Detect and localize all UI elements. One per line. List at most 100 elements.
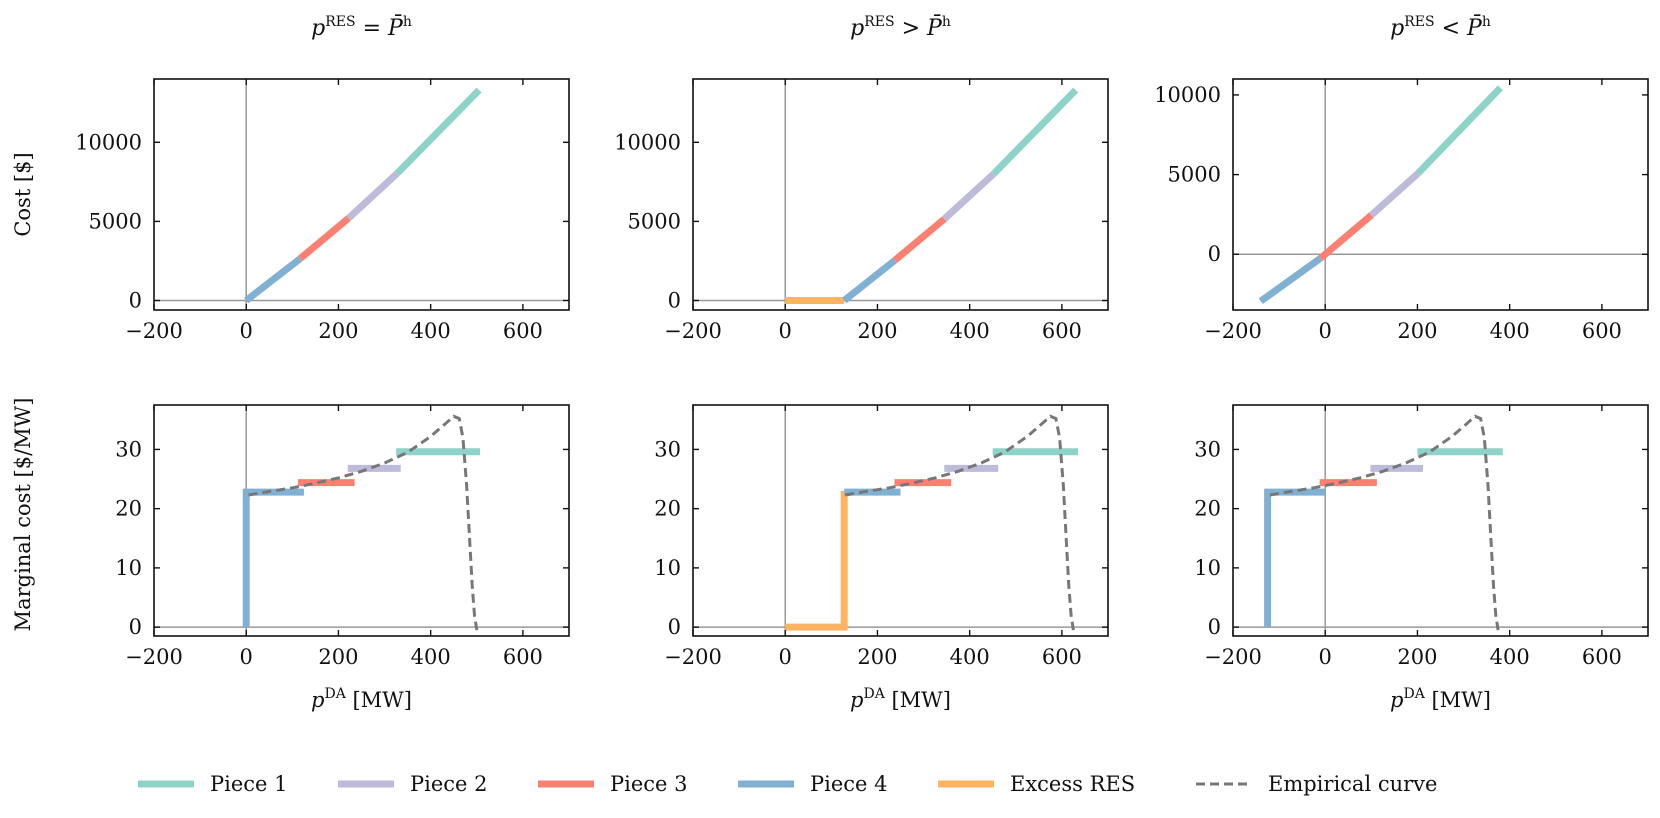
series-piece2 <box>941 171 996 222</box>
legend-label: Piece 4 <box>810 772 888 796</box>
legend-label: Piece 1 <box>210 772 288 796</box>
x-tick-label: 600 <box>503 319 543 343</box>
series-piece3 <box>892 216 947 263</box>
legend-item-piece1: Piece 1 <box>138 772 288 796</box>
y-tick-label: 10 <box>1194 556 1221 580</box>
y-tick-label: 30 <box>115 437 142 461</box>
x-tick-label: −200 <box>1204 645 1262 669</box>
legend-label: Empirical curve <box>1268 772 1437 796</box>
x-tick-label: −200 <box>125 645 183 669</box>
legend-item-piece4: Piece 4 <box>738 772 888 796</box>
series-piece4 <box>1258 255 1323 305</box>
series-piece3 <box>1318 212 1374 261</box>
x-tick-label: 400 <box>411 319 451 343</box>
x-axis-label: pDA [MW] <box>1390 686 1491 712</box>
legend-label: Piece 2 <box>410 772 488 796</box>
legend-item-empirical: Empirical curve <box>1196 772 1437 796</box>
y-tick-label: 10000 <box>614 130 681 154</box>
series-empirical <box>844 414 1075 631</box>
x-tick-label: 0 <box>1319 319 1332 343</box>
x-tick-label: 600 <box>1042 645 1082 669</box>
x-tick-label: 200 <box>857 645 897 669</box>
x-tick-label: 200 <box>857 319 897 343</box>
y-tick-label: 10 <box>115 556 142 580</box>
panel-frame <box>1232 404 1649 637</box>
x-tick-label: 400 <box>1490 645 1530 669</box>
x-tick-label: 0 <box>240 319 253 343</box>
panel-cost-lt: −200 0 200 400 600 0 5000 10000 <box>1154 78 1649 343</box>
y-tick-label: 5000 <box>1168 163 1221 187</box>
y-tick-label: 20 <box>654 497 681 521</box>
panel-cost-eq: −200 0 200 400 600 0 5000 10000 <box>75 78 570 343</box>
y-tick-label: 20 <box>1194 497 1221 521</box>
x-tick-label: −200 <box>125 319 183 343</box>
series-piece2 <box>346 170 400 221</box>
x-tick-label: 600 <box>1582 645 1622 669</box>
x-tick-label: 200 <box>1397 645 1437 669</box>
column-title-1: pRES = P̄h <box>311 14 412 41</box>
y-tick-label: 20 <box>115 497 142 521</box>
x-tick-label: −200 <box>664 319 722 343</box>
x-tick-label: 200 <box>318 319 358 343</box>
y-tick-label: 5000 <box>628 209 681 233</box>
series-piece1 <box>395 87 482 176</box>
ylabel-row-1: Cost [$] <box>11 152 35 236</box>
y-tick-label: 10000 <box>1154 83 1221 107</box>
panel-frame <box>692 404 1109 637</box>
x-tick-label: 0 <box>1319 645 1332 669</box>
ylabel-row-2: Marginal cost [$/MW] <box>11 398 35 632</box>
series-piece4 <box>244 255 303 304</box>
legend-item-piece2: Piece 2 <box>338 772 488 796</box>
series-excess <box>785 490 848 631</box>
x-tick-label: 400 <box>411 645 451 669</box>
x-tick-label: −200 <box>1204 319 1262 343</box>
panel-cost-gt: −200 0 200 400 600 0 5000 10000 <box>614 78 1109 343</box>
y-tick-label: 0 <box>668 289 681 313</box>
legend-item-excess: Excess RES <box>938 772 1135 796</box>
series-piece4 <box>1264 488 1326 628</box>
y-tick-label: 0 <box>1208 242 1221 266</box>
column-title-2: pRES > P̄h <box>850 14 951 41</box>
y-tick-label: 0 <box>129 615 142 639</box>
panel-frame <box>692 78 1109 311</box>
series-piece2 <box>1368 170 1421 218</box>
x-tick-label: 600 <box>1582 319 1622 343</box>
panel-mc-eq: −200 0 200 400 600 0 10 20 30 pDA [MW] <box>115 404 570 712</box>
column-title-3: pRES < P̄h <box>1390 14 1491 41</box>
panel-mc-lt: −200 0 200 400 600 0 10 20 30 pDA [MW] <box>1194 404 1649 712</box>
legend: Piece 1 Piece 2 Piece 3 Piece 4 Excess RES Em… <box>138 772 1437 796</box>
series-piece1 <box>1415 85 1503 176</box>
panel-frame <box>153 78 570 311</box>
x-tick-label: 200 <box>318 645 358 669</box>
x-tick-label: 400 <box>1490 319 1530 343</box>
panel-frame <box>1232 78 1649 311</box>
series-empirical <box>1269 414 1500 631</box>
x-axis-label: pDA [MW] <box>850 686 951 712</box>
x-tick-label: 0 <box>779 319 792 343</box>
x-tick-label: 200 <box>1397 319 1437 343</box>
x-axis-label: pDA [MW] <box>311 686 412 712</box>
series-empirical <box>248 414 479 631</box>
legend-label: Piece 3 <box>610 772 688 796</box>
x-tick-label: 400 <box>950 319 990 343</box>
y-tick-label: 30 <box>654 437 681 461</box>
x-tick-label: 600 <box>503 645 543 669</box>
y-tick-label: 0 <box>129 289 142 313</box>
y-tick-label: 10 <box>654 556 681 580</box>
row-ylabels: Cost [$] Marginal cost [$/MW] <box>11 152 35 631</box>
series-piece3 <box>297 215 351 262</box>
y-tick-label: 10000 <box>75 130 142 154</box>
legend-item-piece3: Piece 3 <box>538 772 688 796</box>
y-tick-label: 30 <box>1194 437 1221 461</box>
series-piece4 <box>242 488 304 628</box>
y-tick-label: 5000 <box>89 209 142 233</box>
x-tick-label: 600 <box>1042 319 1082 343</box>
y-tick-label: 0 <box>668 615 681 639</box>
x-tick-label: 400 <box>950 645 990 669</box>
panel-frame <box>153 404 570 637</box>
series-piece1 <box>991 87 1079 177</box>
x-tick-label: 0 <box>779 645 792 669</box>
panel-mc-gt: −200 0 200 400 600 0 10 20 30 pDA [MW] <box>654 404 1109 712</box>
